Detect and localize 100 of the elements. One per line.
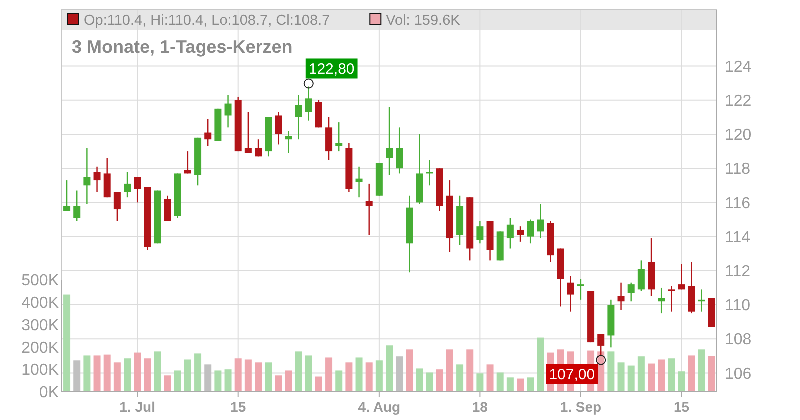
- x-tick-label: 18: [472, 399, 488, 415]
- candlestick: [668, 286, 676, 312]
- candlestick: [396, 127, 404, 174]
- chart-title: 3 Monate, 1-Tages-Kerzen: [72, 37, 293, 57]
- candlestick: [124, 171, 131, 198]
- y2-tick-label: 114: [725, 229, 751, 246]
- bar: [668, 358, 676, 392]
- y-tick-label: 500K: [22, 272, 60, 290]
- candlestick: [134, 176, 142, 204]
- candlestick: [336, 122, 343, 152]
- bar: [476, 374, 484, 392]
- bar: [537, 338, 544, 392]
- candlestick: [224, 94, 232, 128]
- bar: [486, 364, 494, 392]
- candlestick: [114, 192, 121, 222]
- bar: [134, 352, 142, 392]
- bar: [305, 356, 312, 392]
- candlestick: [285, 130, 292, 154]
- bar: [94, 356, 101, 392]
- bar: [184, 360, 192, 392]
- bar: [74, 360, 81, 392]
- bar: [678, 372, 686, 392]
- bar: [658, 360, 666, 392]
- bar: [224, 370, 232, 392]
- y-tick-label: 100K: [22, 362, 60, 380]
- bar: [396, 356, 404, 392]
- bar: [506, 378, 514, 392]
- bar: [64, 294, 71, 392]
- bar: [234, 358, 242, 392]
- bar: [628, 366, 635, 392]
- candlestick: [164, 195, 172, 222]
- y2-tick-label: 116: [725, 195, 751, 212]
- bar: [124, 358, 131, 392]
- text: Op:110.4, Hi:110.4, Lo:108.7, Cl:108.7: [84, 13, 330, 29]
- y2-tick-label: 108: [725, 332, 752, 349]
- candlestick: [567, 275, 574, 312]
- x-tick-label: 15: [674, 399, 690, 415]
- candlestick: [104, 158, 111, 198]
- bar: [648, 364, 655, 392]
- bar: [265, 362, 272, 392]
- x-tick-label: 15: [230, 399, 246, 415]
- bar: [376, 360, 383, 392]
- bar: [164, 376, 172, 392]
- candlestick: [275, 112, 282, 146]
- candlestick: [506, 217, 514, 250]
- x-tick-label: 1. Jul: [120, 399, 156, 415]
- bar: [426, 372, 434, 392]
- y2-tick-label: 110: [725, 298, 751, 315]
- x-tick-label: 1. Sep: [560, 399, 602, 415]
- bar: [708, 356, 716, 392]
- bar: [104, 354, 111, 392]
- bar: [285, 370, 292, 392]
- x-tick-label: 4. Aug: [358, 399, 401, 415]
- bar: [336, 370, 343, 392]
- candlestick: [638, 260, 645, 292]
- y2-tick-label: 124: [725, 58, 752, 76]
- bar: [346, 362, 353, 392]
- bar: [315, 376, 322, 392]
- bar: [456, 364, 464, 392]
- bar: [144, 358, 152, 392]
- bar: [517, 378, 524, 392]
- bar: [608, 352, 615, 392]
- candlestick: [84, 148, 91, 206]
- bar: [386, 346, 393, 392]
- candlestick: [204, 118, 212, 148]
- y2-tick-label: 112: [725, 264, 751, 281]
- candlestick: [517, 226, 524, 243]
- candlestick: [326, 116, 333, 161]
- bar: [446, 350, 454, 392]
- y2-tick-label: 106: [725, 366, 752, 383]
- bar: [527, 378, 534, 392]
- bar: [366, 362, 373, 392]
- candlestick: [255, 139, 262, 158]
- y2-tick-label: 120: [725, 127, 752, 144]
- y2-tick-label: 122: [725, 92, 752, 110]
- candlestick: [64, 180, 71, 212]
- y-tick-label: 300K: [22, 317, 60, 334]
- bar: [688, 356, 696, 392]
- candlestick: [476, 220, 484, 244]
- candlestick: [94, 166, 101, 194]
- candlestick: [658, 287, 666, 314]
- bar: [618, 362, 625, 392]
- candlestick: [244, 112, 252, 154]
- bar: [356, 358, 363, 392]
- bar: [295, 352, 302, 392]
- bar: [84, 356, 91, 392]
- candlestick: [577, 278, 584, 301]
- y-tick-label: 200K: [22, 340, 60, 357]
- candlestick: [537, 204, 544, 240]
- bar: [496, 372, 504, 392]
- bar: [255, 362, 262, 392]
- bar: [436, 370, 444, 392]
- bar: [194, 354, 202, 392]
- bar: [466, 350, 474, 392]
- bar: [698, 350, 706, 392]
- candlestick: [295, 94, 302, 140]
- text: Vol: 159.6K: [386, 13, 461, 29]
- bar: [204, 364, 212, 392]
- annotation: 107,00: [549, 366, 596, 384]
- bar: [154, 352, 162, 392]
